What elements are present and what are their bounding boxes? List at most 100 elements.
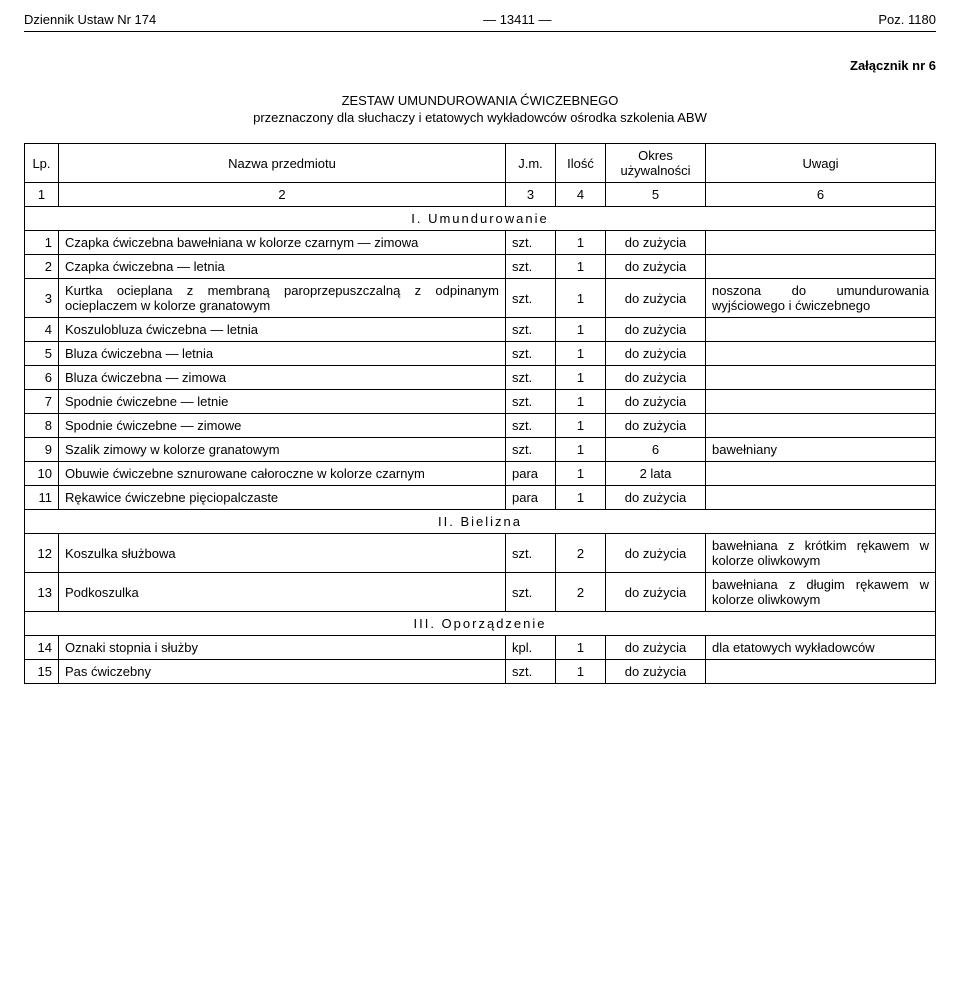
cell-lp: 2 <box>25 255 59 279</box>
cell-uwagi <box>706 390 936 414</box>
table-number-row: 1 2 3 4 5 6 <box>25 183 936 207</box>
cell-lp: 3 <box>25 279 59 318</box>
cell-lp: 14 <box>25 636 59 660</box>
cell-jm: szt. <box>506 231 556 255</box>
cell-okres: do zużycia <box>606 366 706 390</box>
colnum-2: 2 <box>59 183 506 207</box>
cell-name: Oznaki stopnia i służby <box>59 636 506 660</box>
table-row: 12Koszulka służbowaszt.2do zużyciabawełn… <box>25 534 936 573</box>
document-title-line1: ZESTAW UMUNDUROWANIA ĆWICZEBNEGO <box>24 93 936 108</box>
cell-lp: 13 <box>25 573 59 612</box>
table-row: 8Spodnie ćwiczebne — zimoweszt.1do zużyc… <box>25 414 936 438</box>
colnum-5: 5 <box>606 183 706 207</box>
cell-uwagi <box>706 342 936 366</box>
equipment-table: Lp. Nazwa przedmiotu J.m. Ilość Okres uż… <box>24 143 936 684</box>
cell-qty: 1 <box>556 660 606 684</box>
table-row: 15Pas ćwiczebnyszt.1do zużycia <box>25 660 936 684</box>
table-row: 4Koszulobluza ćwiczebna — letniaszt.1do … <box>25 318 936 342</box>
header-center: — 13411 — <box>483 12 551 27</box>
table-row: 3Kurtka ocieplana z membraną paroprzepus… <box>25 279 936 318</box>
col-header-qty: Ilość <box>556 144 606 183</box>
colnum-1: 1 <box>25 183 59 207</box>
cell-okres: 6 <box>606 438 706 462</box>
table-row: 11Rękawice ćwiczebne pięciopalczastepara… <box>25 486 936 510</box>
cell-jm: szt. <box>506 573 556 612</box>
cell-jm: szt. <box>506 366 556 390</box>
colnum-6: 6 <box>706 183 936 207</box>
cell-uwagi <box>706 660 936 684</box>
cell-lp: 8 <box>25 414 59 438</box>
cell-name: Czapka ćwiczebna bawełniana w kolorze cz… <box>59 231 506 255</box>
cell-jm: szt. <box>506 660 556 684</box>
cell-okres: do zużycia <box>606 534 706 573</box>
cell-qty: 1 <box>556 318 606 342</box>
page-header: Dziennik Ustaw Nr 174 — 13411 — Poz. 118… <box>24 12 936 27</box>
cell-okres: do zużycia <box>606 486 706 510</box>
table-row: 6Bluza ćwiczebna — zimowaszt.1do zużycia <box>25 366 936 390</box>
attachment-label: Załącznik nr 6 <box>24 58 936 73</box>
section-heading: III. Oporządzenie <box>25 612 936 636</box>
cell-lp: 12 <box>25 534 59 573</box>
cell-qty: 2 <box>556 534 606 573</box>
cell-okres: do zużycia <box>606 231 706 255</box>
cell-jm: szt. <box>506 318 556 342</box>
header-left: Dziennik Ustaw Nr 174 <box>24 12 156 27</box>
cell-uwagi: bawełniana z krótkim rękawem w kolorze o… <box>706 534 936 573</box>
cell-lp: 11 <box>25 486 59 510</box>
cell-qty: 1 <box>556 231 606 255</box>
cell-qty: 2 <box>556 573 606 612</box>
cell-jm: szt. <box>506 255 556 279</box>
cell-uwagi <box>706 366 936 390</box>
cell-lp: 10 <box>25 462 59 486</box>
cell-name: Obuwie ćwiczebne sznurowane całoroczne w… <box>59 462 506 486</box>
header-right: Poz. 1180 <box>878 12 936 27</box>
section-heading-row: II. Bielizna <box>25 510 936 534</box>
cell-name: Podkoszulka <box>59 573 506 612</box>
cell-name: Spodnie ćwiczebne — zimowe <box>59 414 506 438</box>
section-heading: I. Umundurowanie <box>25 207 936 231</box>
cell-qty: 1 <box>556 279 606 318</box>
cell-lp: 7 <box>25 390 59 414</box>
cell-qty: 1 <box>556 486 606 510</box>
table-header-row: Lp. Nazwa przedmiotu J.m. Ilość Okres uż… <box>25 144 936 183</box>
cell-lp: 6 <box>25 366 59 390</box>
cell-okres: do zużycia <box>606 573 706 612</box>
cell-okres: do zużycia <box>606 636 706 660</box>
col-header-lp: Lp. <box>25 144 59 183</box>
cell-name: Koszulobluza ćwiczebna — letnia <box>59 318 506 342</box>
cell-name: Czapka ćwiczebna — letnia <box>59 255 506 279</box>
colnum-4: 4 <box>556 183 606 207</box>
cell-jm: szt. <box>506 438 556 462</box>
table-row: 2Czapka ćwiczebna — letniaszt.1do zużyci… <box>25 255 936 279</box>
cell-name: Koszulka służbowa <box>59 534 506 573</box>
cell-uwagi <box>706 231 936 255</box>
cell-qty: 1 <box>556 462 606 486</box>
table-row: 14Oznaki stopnia i służbykpl.1do zużycia… <box>25 636 936 660</box>
cell-jm: szt. <box>506 414 556 438</box>
cell-jm: szt. <box>506 390 556 414</box>
cell-jm: kpl. <box>506 636 556 660</box>
cell-jm: szt. <box>506 342 556 366</box>
table-row: 7Spodnie ćwiczebne — letnieszt.1do zużyc… <box>25 390 936 414</box>
cell-jm: para <box>506 462 556 486</box>
cell-name: Szalik zimowy w kolorze granatowym <box>59 438 506 462</box>
document-title-line2: przeznaczony dla słuchaczy i etatowych w… <box>24 110 936 125</box>
cell-okres: do zużycia <box>606 342 706 366</box>
cell-qty: 1 <box>556 636 606 660</box>
cell-uwagi: bawełniany <box>706 438 936 462</box>
table-row: 13Podkoszulkaszt.2do zużyciabawełniana z… <box>25 573 936 612</box>
cell-qty: 1 <box>556 342 606 366</box>
cell-uwagi <box>706 414 936 438</box>
header-rule <box>24 31 936 32</box>
cell-uwagi <box>706 486 936 510</box>
cell-uwagi <box>706 462 936 486</box>
cell-okres: do zużycia <box>606 390 706 414</box>
cell-uwagi <box>706 318 936 342</box>
cell-uwagi: bawełniana z długim rękawem w kolorze ol… <box>706 573 936 612</box>
cell-jm: szt. <box>506 534 556 573</box>
col-header-uwagi: Uwagi <box>706 144 936 183</box>
cell-okres: do zużycia <box>606 414 706 438</box>
cell-lp: 1 <box>25 231 59 255</box>
cell-lp: 5 <box>25 342 59 366</box>
cell-jm: szt. <box>506 279 556 318</box>
